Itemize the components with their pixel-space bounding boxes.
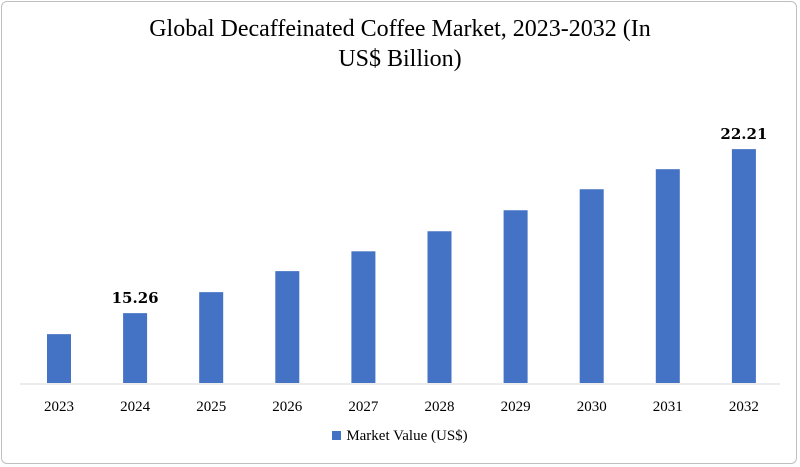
- bar-2025: [199, 292, 224, 383]
- bar-2027: [351, 251, 376, 383]
- data-label-2024: 15.26: [112, 289, 159, 307]
- bar-2028: [427, 231, 452, 383]
- bar-2031: [655, 169, 680, 383]
- legend: Market Value (US$): [0, 428, 800, 445]
- chart-title-line-2: US$ Billion): [338, 46, 462, 72]
- legend-label: Market Value (US$): [346, 428, 468, 444]
- bar-2026: [275, 271, 300, 383]
- x-tick-label: 2028: [425, 399, 455, 415]
- x-tick-label: 2029: [501, 399, 531, 415]
- bar-2032: [731, 149, 756, 383]
- chart-title-line-1: Global Decaffeinated Coffee Market, 2023…: [149, 16, 651, 42]
- x-tick-label: 2032: [729, 399, 759, 415]
- x-tick-label: 2026: [272, 399, 303, 415]
- x-tick-label: 2031: [653, 399, 683, 415]
- x-tick-label: 2023: [44, 399, 74, 415]
- chart-title: Global Decaffeinated Coffee Market, 2023…: [0, 14, 800, 74]
- bar-2024: [123, 313, 148, 383]
- x-tick-label: 2025: [196, 399, 226, 415]
- bar-2029: [503, 210, 528, 383]
- x-tick-label: 2030: [577, 399, 607, 415]
- bar-2030: [579, 189, 604, 383]
- bar-2023: [47, 334, 71, 383]
- x-tick-label: 2024: [120, 399, 151, 415]
- data-label-2032: 22.21: [720, 125, 767, 143]
- legend-swatch: [332, 431, 342, 440]
- x-tick-label: 2027: [348, 399, 379, 415]
